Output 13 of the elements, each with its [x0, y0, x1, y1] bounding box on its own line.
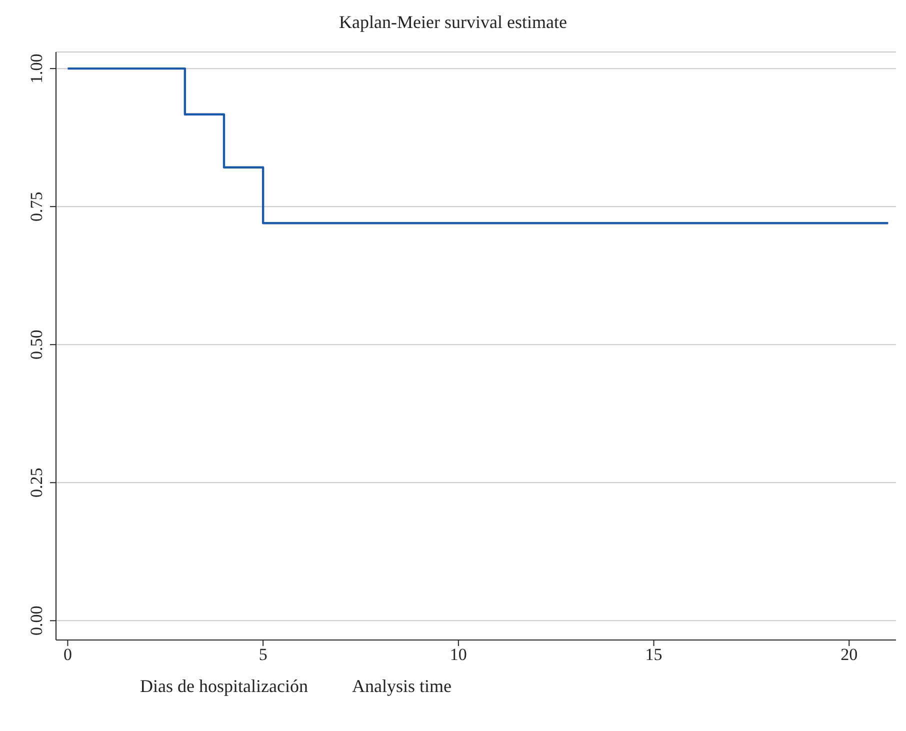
y-tick-label: 0.75 — [27, 192, 46, 222]
x-tick-label: 5 — [258, 645, 268, 664]
x-tick-label: 0 — [63, 645, 72, 664]
x-tick-label: 10 — [450, 645, 467, 664]
y-tick-label: 1.00 — [27, 54, 46, 84]
x-tick-label: 15 — [645, 645, 662, 664]
y-tick-label: 0.50 — [27, 330, 46, 360]
text: Dias de hospitalización — [140, 676, 308, 697]
chart-title: Kaplan-Meier survival estimate — [338, 11, 568, 34]
x-axis-title: Analysis time — [352, 676, 452, 697]
y-tick-label: 0.25 — [27, 468, 46, 498]
x-tick-label: 20 — [840, 645, 858, 664]
y-tick-label: 0.00 — [27, 606, 46, 636]
